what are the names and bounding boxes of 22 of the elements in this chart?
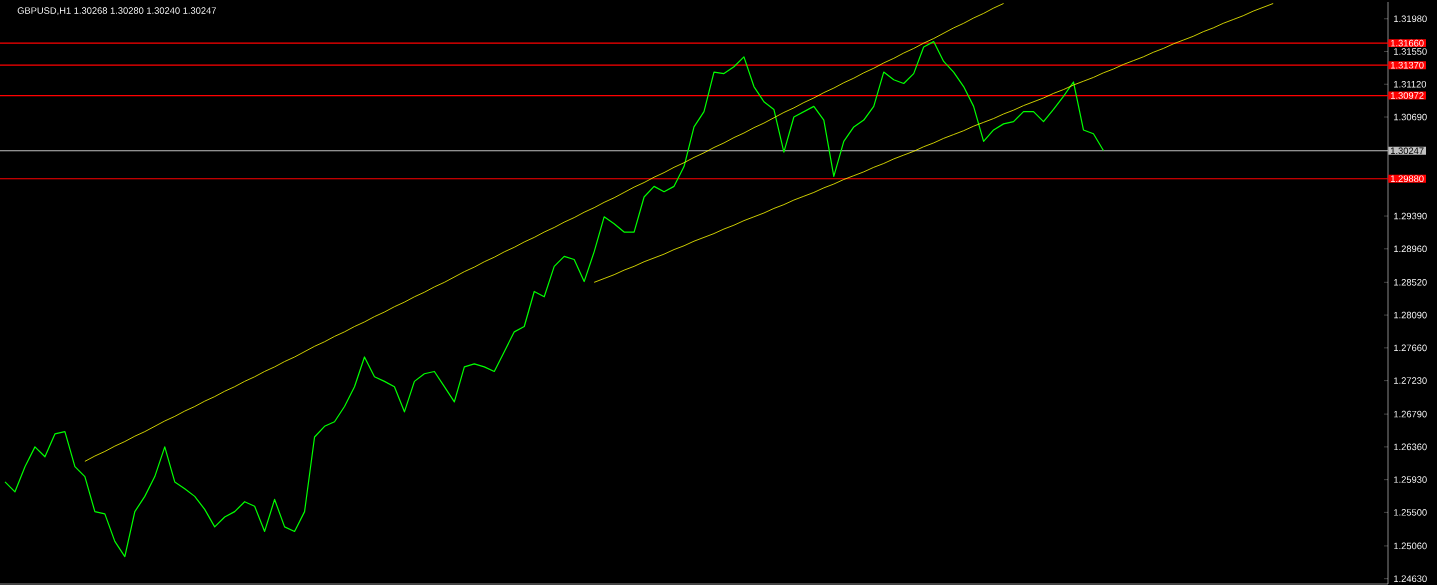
y-tick-label: 1.25060 [1394,542,1427,550]
ref-line-label: 1.31660 [1390,39,1424,47]
y-tick-label: 1.31980 [1394,15,1427,23]
y-tick-label: 1.28090 [1394,311,1427,319]
ref-line-label: 1.30247 [1390,147,1424,155]
ref-line-label: 1.30972 [1390,92,1424,99]
y-tick-label: 1.25500 [1394,509,1427,516]
y-tick-label: 1.25930 [1394,476,1427,483]
y-tick-label: 1.29390 [1394,212,1427,220]
y-tick-label: 1.26360 [1394,443,1427,451]
y-tick-label: 1.31550 [1394,48,1427,55]
ref-line-label: 1.29880 [1390,175,1424,183]
y-tick-label: 1.28960 [1394,245,1427,253]
y-tick-label: 1.30690 [1394,113,1427,121]
y-tick-label: 1.26790 [1394,410,1427,418]
y-tick-label: 1.27660 [1394,344,1427,352]
y-tick-label: 1.27230 [1394,377,1427,384]
y-tick-label: 1.31120 [1394,80,1427,88]
ref-line-label: 1.31370 [1390,61,1424,69]
y-tick-label: 1.28520 [1394,279,1427,286]
y-tick-label: 1.24630 [1394,575,1427,582]
chart-title: GBPUSD,H1 1.30268 1.30280 1.30240 1.30247 [17,7,216,15]
